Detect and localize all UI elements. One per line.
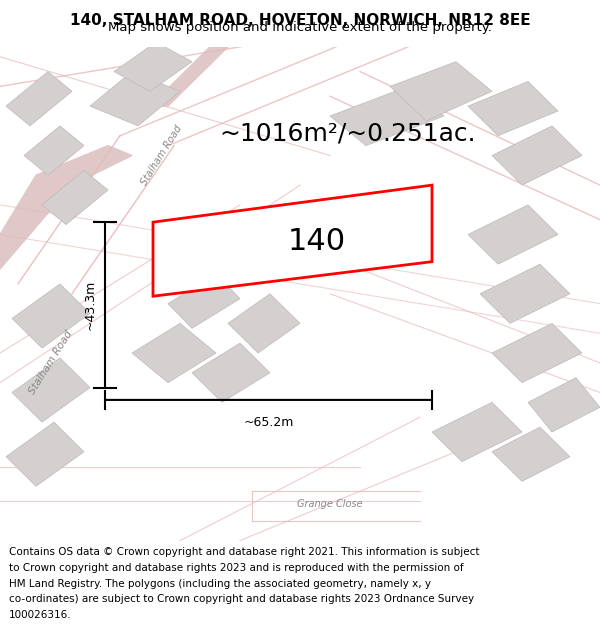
Polygon shape <box>6 422 84 486</box>
Polygon shape <box>12 284 90 348</box>
Polygon shape <box>330 86 444 146</box>
Polygon shape <box>468 81 558 136</box>
Polygon shape <box>192 343 270 402</box>
Polygon shape <box>150 47 228 106</box>
Text: Contains OS data © Crown copyright and database right 2021. This information is : Contains OS data © Crown copyright and d… <box>9 548 479 558</box>
Text: to Crown copyright and database rights 2023 and is reproduced with the permissio: to Crown copyright and database rights 2… <box>9 563 464 573</box>
Text: Stalham Road: Stalham Road <box>28 329 74 396</box>
Text: ~65.2m: ~65.2m <box>244 416 293 429</box>
Polygon shape <box>492 126 582 185</box>
Polygon shape <box>42 170 108 224</box>
Polygon shape <box>132 323 216 382</box>
Polygon shape <box>228 294 300 353</box>
Polygon shape <box>168 274 240 328</box>
Polygon shape <box>90 71 180 126</box>
Polygon shape <box>6 71 72 126</box>
Text: HM Land Registry. The polygons (including the associated geometry, namely x, y: HM Land Registry. The polygons (includin… <box>9 579 431 589</box>
Text: ~1016m²/~0.251ac.: ~1016m²/~0.251ac. <box>220 121 476 145</box>
Polygon shape <box>492 323 582 382</box>
Text: 140, STALHAM ROAD, HOVETON, NORWICH, NR12 8EE: 140, STALHAM ROAD, HOVETON, NORWICH, NR1… <box>70 13 530 28</box>
Polygon shape <box>432 402 522 462</box>
Text: Map shows position and indicative extent of the property.: Map shows position and indicative extent… <box>108 21 492 34</box>
Polygon shape <box>114 42 192 91</box>
Polygon shape <box>528 378 600 432</box>
Polygon shape <box>153 185 432 296</box>
Text: 100026316.: 100026316. <box>9 610 71 620</box>
Polygon shape <box>0 146 132 269</box>
Polygon shape <box>480 264 570 323</box>
Text: 140: 140 <box>287 227 346 256</box>
Text: Stalham Road: Stalham Road <box>140 124 184 188</box>
Text: co-ordinates) are subject to Crown copyright and database rights 2023 Ordnance S: co-ordinates) are subject to Crown copyr… <box>9 594 474 604</box>
Text: Grange Close: Grange Close <box>297 499 363 509</box>
Polygon shape <box>24 126 84 175</box>
Text: ~43.3m: ~43.3m <box>83 280 97 330</box>
Polygon shape <box>468 205 558 264</box>
Polygon shape <box>12 358 90 422</box>
Polygon shape <box>390 62 492 121</box>
Polygon shape <box>492 427 570 481</box>
